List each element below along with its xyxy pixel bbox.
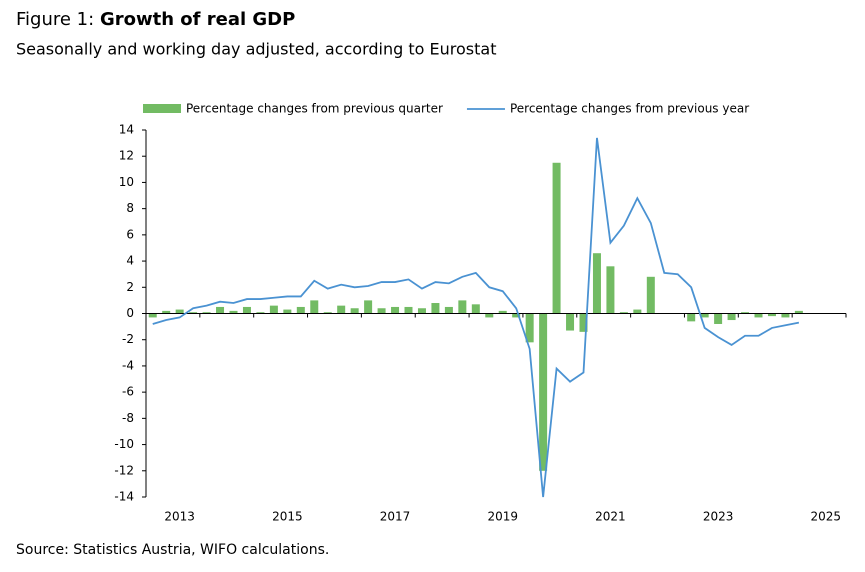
x-tick-label: 2015 [272,510,303,524]
y-tick-label: -14 [114,490,134,504]
bar [337,305,346,314]
y-tick-label: -6 [122,385,134,399]
bar [485,313,494,318]
bar [404,306,413,314]
x-tick-label: 2021 [595,510,626,524]
bar [216,306,225,314]
bar [794,310,803,314]
bar [202,312,211,314]
x-tick-label: 2025 [811,510,842,524]
y-tick-label: 4 [126,254,134,268]
bar [754,313,763,318]
title-main: Growth of real GDP [100,9,295,30]
bar [350,308,359,314]
bar [700,313,709,318]
x-tick-label: 2023 [703,510,734,524]
bar [781,313,790,318]
bar [175,309,184,314]
bar [444,306,453,314]
x-tick-label: 2019 [487,510,518,524]
bar [525,313,534,343]
bar [606,266,615,314]
bar [148,313,157,318]
y-tick-label: 12 [119,149,134,163]
bar [431,303,440,314]
bar [714,313,723,324]
bar [364,300,373,314]
source: Source: Statistics Austria, WIFO calcula… [16,542,329,558]
bar [269,305,278,314]
line [152,137,800,498]
y-tick-label: 14 [119,123,134,137]
y-tick-label: 10 [119,175,134,189]
bar [296,306,305,314]
bar [391,306,400,314]
subtitle: Seasonally and working day adjusted, acc… [16,40,496,59]
bar [687,313,696,322]
bar [189,312,198,314]
bar [767,313,776,317]
bar [417,308,426,314]
bar [566,313,575,331]
bar [619,312,628,314]
bar [552,162,561,314]
bar [633,309,642,314]
bar [579,313,588,332]
y-tick-label: -12 [114,463,134,477]
title-prefix: Figure 1: [16,9,94,30]
y-tick-label: -2 [122,332,134,346]
bar [256,312,265,314]
bar [498,310,507,314]
y-tick-label: -10 [114,437,134,451]
bar [646,276,655,314]
y-tick-label: 8 [126,201,134,215]
bar [539,313,548,471]
bar [727,313,736,321]
bar [229,310,238,314]
bar [512,313,521,318]
bar [283,309,292,314]
legend-label: Percentage changes from previous year [510,102,749,116]
bar [471,304,480,314]
legend-swatch [143,104,181,113]
bar [741,312,750,314]
y-tick-label: -4 [122,358,134,372]
bar [242,306,251,314]
y-tick-label: 2 [126,280,134,294]
bar [458,300,467,314]
x-tick-label: 2017 [380,510,411,524]
y-tick-label: -8 [122,411,134,425]
chart-title: Figure 1: Growth of real GDP [16,9,295,30]
y-tick-label: 6 [126,227,134,241]
bar [323,312,332,314]
bar [310,300,319,314]
y-tick-label: 0 [126,306,134,320]
bar [162,310,171,314]
x-tick-label: 2013 [164,510,195,524]
legend-label: Percentage changes from previous quarter [186,102,443,116]
bar [377,308,386,314]
bar [592,253,601,314]
